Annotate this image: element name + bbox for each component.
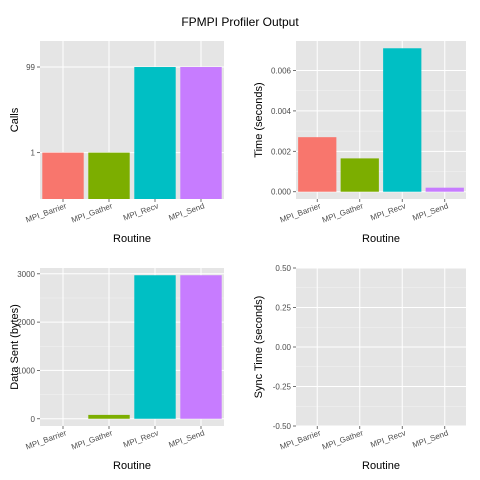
y-tick-label: 0.002 <box>271 147 292 156</box>
x-tick-label: MPI_Send <box>167 428 205 449</box>
y-axis-title: Data Sent (bytes) <box>9 304 21 390</box>
x-tick-label: MPI_Gather <box>70 201 114 224</box>
y-tick-label: 0.004 <box>271 107 292 116</box>
chart-panel-3: 0 1000 2000 3000 MPI_Barrier MPI_Gather MPI_Re… <box>9 268 224 472</box>
y-axis-title: Sync Time (seconds) <box>253 296 265 399</box>
x-tick-label: MPI_Barrier <box>279 201 322 224</box>
x-tick-label: MPI_Barrier <box>24 201 67 224</box>
y-tick-label: -0.25 <box>273 383 292 392</box>
x-tick-label: MPI_Recv <box>122 201 160 222</box>
x-tick-label: MPI_Recv <box>369 201 407 222</box>
x-tick-label: MPI_Gather <box>70 428 114 451</box>
x-tick-label: MPI_Barrier <box>24 428 67 451</box>
chart-panel-4: -0.50 -0.25 0.00 0.25 0.50 MPI_BarrierMPI_Gat… <box>253 264 466 472</box>
x-tick-label: MPI_Recv <box>369 428 407 449</box>
x-tick-label: MPI_Send <box>411 428 449 449</box>
y-tick-label: 1 <box>31 149 36 158</box>
chart-panel-1: 1 99 MPI_Barrier MPI_Gather MPI_Recv MPI_Send… <box>9 41 224 245</box>
bar-mpi-recv <box>134 275 176 419</box>
y-tick-label: 0.00 <box>275 343 291 352</box>
bar-mpi-barrier <box>42 152 84 199</box>
bar-mpi-send <box>180 275 222 419</box>
chart-panel-2: 0.000 0.002 0.004 0.006 MPI_BarrierMPI_Gathe… <box>253 41 466 245</box>
bar-mpi-send <box>425 187 464 192</box>
y-tick-label: 3000 <box>17 270 35 279</box>
bar-mpi-barrier <box>298 137 337 192</box>
x-tick-label: MPI_Barrier <box>279 428 322 451</box>
y-axis-title: Time (seconds) <box>253 82 265 157</box>
x-axis-title: Routine <box>362 460 400 472</box>
x-tick-label: MPI_Recv <box>122 428 160 449</box>
y-axis-title: Calls <box>9 107 21 132</box>
y-tick-label: 1000 <box>17 366 35 375</box>
y-tick-label: 0.25 <box>275 304 291 313</box>
bar-mpi-gather <box>88 152 130 199</box>
x-tick-label: MPI_Send <box>411 201 449 222</box>
x-axis-title: Routine <box>113 460 151 472</box>
bar-mpi-recv <box>383 48 422 192</box>
x-axis-title: Routine <box>362 233 400 245</box>
bar-mpi-recv <box>134 67 176 200</box>
y-tick-label: -0.50 <box>273 422 292 431</box>
bar-mpi-gather <box>88 414 130 419</box>
y-tick-label: 2000 <box>17 318 35 327</box>
y-tick-label: 0.006 <box>271 66 292 75</box>
y-tick-label: 0.000 <box>271 188 292 197</box>
x-tick-label: MPI_Gather <box>321 201 365 224</box>
figure-title: FPMPI Profiler Output <box>181 15 299 29</box>
x-tick-label: MPI_Gather <box>321 428 365 451</box>
bar-mpi-send <box>180 67 222 200</box>
x-tick-label: MPI_Send <box>167 201 205 222</box>
y-tick-label: 0.50 <box>275 264 291 273</box>
y-tick-label: 99 <box>26 63 35 72</box>
bar-mpi-gather <box>340 158 379 192</box>
x-axis-title: Routine <box>113 233 151 245</box>
y-tick-label: 0 <box>31 415 36 424</box>
